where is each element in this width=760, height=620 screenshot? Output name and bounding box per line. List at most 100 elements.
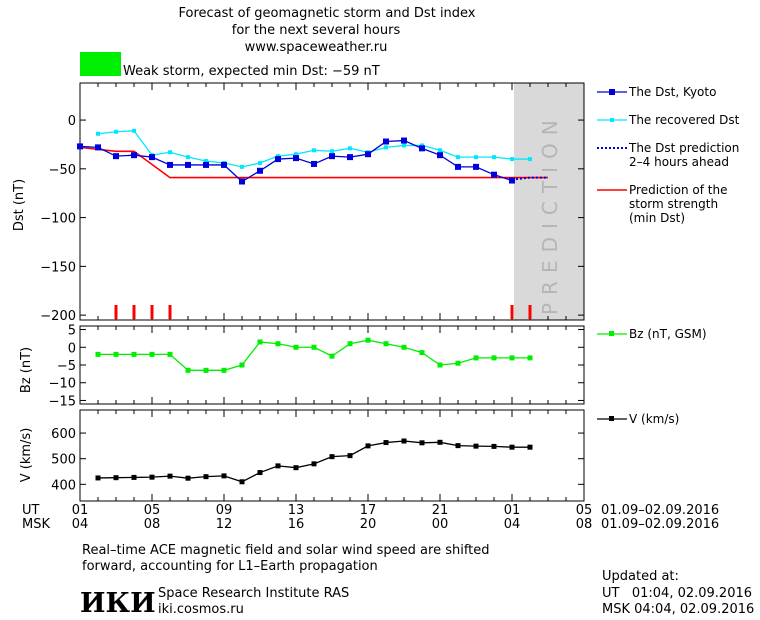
storm-level-swatch	[80, 52, 121, 76]
msk-tick-label: 12	[216, 517, 233, 532]
recovered-dst-point	[402, 143, 406, 148]
y-tick-label: 500	[51, 453, 76, 468]
dst-kyoto-point	[149, 154, 155, 161]
solar-wind-speed-point	[437, 439, 443, 445]
y-tick-label: 600	[51, 427, 76, 442]
msk-date-range: 01.09–02.09.2016	[601, 517, 719, 532]
y-tick-label: 400	[51, 478, 76, 493]
msk-tick-label: 08	[144, 517, 161, 532]
recovered-dst-point	[204, 159, 208, 164]
institute-url[interactable]: iki.cosmos.ru	[158, 602, 244, 617]
legend: The Dst, Kyoto The recovered Dst The Dst p…	[597, 85, 740, 426]
ut-tick-label: 01	[72, 503, 89, 518]
legend-label: The Dst prediction	[628, 141, 739, 155]
bz-point	[491, 355, 497, 361]
legend-dst-marker	[609, 89, 615, 95]
dst-kyoto-point	[437, 152, 443, 159]
solar-wind-speed-point	[383, 440, 389, 446]
bz-point	[149, 351, 155, 357]
legend-recovered-marker	[610, 118, 614, 122]
dst-kyoto-point	[365, 151, 371, 158]
bz-point	[257, 339, 263, 345]
solar-wind-speed-point	[329, 454, 335, 460]
recovered-dst-point	[312, 148, 316, 153]
recovered-dst-point	[240, 164, 244, 169]
storm-summary: Weak storm, expected min Dst: −59 nT	[123, 64, 380, 79]
data-series	[77, 128, 548, 485]
solar-wind-speed-point	[275, 463, 281, 469]
dst-kyoto-point	[383, 138, 389, 145]
ut-tick-label: 13	[288, 503, 305, 518]
recovered-dst-point	[132, 128, 136, 133]
bz-point	[473, 355, 479, 361]
solar-wind-speed-point	[491, 443, 497, 449]
solar-wind-speed-point	[149, 474, 155, 480]
recovered-dst-point	[384, 145, 388, 150]
bz-point	[113, 351, 119, 357]
legend-v-marker	[609, 416, 614, 421]
recovered-dst-point	[258, 160, 262, 165]
legend-label: Prediction of the	[629, 183, 728, 197]
bz-panel-frame	[79, 325, 585, 405]
solar-wind-speed-point	[221, 473, 227, 479]
legend-bz-marker	[609, 331, 614, 336]
dst-kyoto-point	[131, 152, 137, 159]
y-tick-label: −10	[49, 377, 76, 392]
recovered-dst-point	[438, 148, 442, 153]
bz-point	[203, 367, 209, 373]
bz-point	[131, 351, 137, 357]
bz-point	[509, 355, 515, 361]
bz-point	[347, 341, 353, 347]
legend-label: 2–4 hours ahead	[629, 155, 729, 169]
updated-label: Updated at:	[602, 569, 679, 584]
solar-wind-speed-point	[185, 475, 191, 481]
bz-point	[239, 362, 245, 368]
bz-point	[275, 341, 281, 347]
bz-point	[167, 351, 173, 357]
recovered-dst-point	[510, 157, 514, 162]
chart-title-line1: Forecast of geomagnetic storm and Dst in…	[178, 6, 475, 21]
recovered-dst-point	[96, 131, 100, 136]
dst-kyoto-point	[221, 161, 227, 168]
recovered-dst-point	[294, 152, 298, 157]
dst-kyoto-point	[491, 171, 497, 178]
dst-kyoto-point	[401, 137, 407, 144]
solar-wind-speed-point	[113, 475, 119, 481]
bz-point	[383, 341, 389, 347]
dst-kyoto-point	[77, 143, 83, 150]
bz-point	[455, 360, 461, 366]
legend-label: V (km/s)	[629, 412, 679, 426]
updated-ut: UT 01:04, 02.09.2016	[602, 586, 752, 601]
msk-tick-label: 00	[432, 517, 449, 532]
bz-point	[419, 350, 425, 356]
solar-wind-speed-point	[167, 473, 173, 479]
legend-label: Bz (nT, GSM)	[629, 327, 707, 341]
prediction-band	[514, 83, 584, 320]
prediction-label: PREDICTION	[538, 112, 562, 315]
dst-kyoto-point	[293, 155, 299, 162]
dst-kyoto-point	[329, 153, 335, 160]
dst-y-axis-label: Dst (nT)	[12, 179, 27, 231]
bz-point	[329, 353, 335, 359]
y-tick-label: −5	[57, 359, 76, 374]
dst-kyoto-point	[95, 144, 101, 151]
bz-point	[221, 367, 227, 373]
site-url: www.spaceweather.ru	[245, 40, 388, 55]
solar-wind-speed-point	[509, 444, 515, 450]
dst-kyoto-point	[311, 160, 317, 167]
msk-tick-label: 04	[504, 517, 521, 532]
y-tick-label: 0	[68, 341, 76, 356]
recovered-dst-point	[492, 155, 496, 160]
dst-panel-frame	[79, 82, 585, 321]
iki-logo: ИКИ	[80, 588, 156, 619]
dst-kyoto-point	[419, 145, 425, 152]
msk-tick-label: 08	[576, 517, 593, 532]
ut-tick-label: 05	[576, 503, 593, 518]
bz-point	[365, 337, 371, 343]
recovered-dst-point	[114, 129, 118, 134]
institute-name: Space Research Institute RAS	[158, 586, 349, 601]
dst-kyoto-point	[455, 163, 461, 170]
y-tick-label: −15	[49, 394, 76, 409]
